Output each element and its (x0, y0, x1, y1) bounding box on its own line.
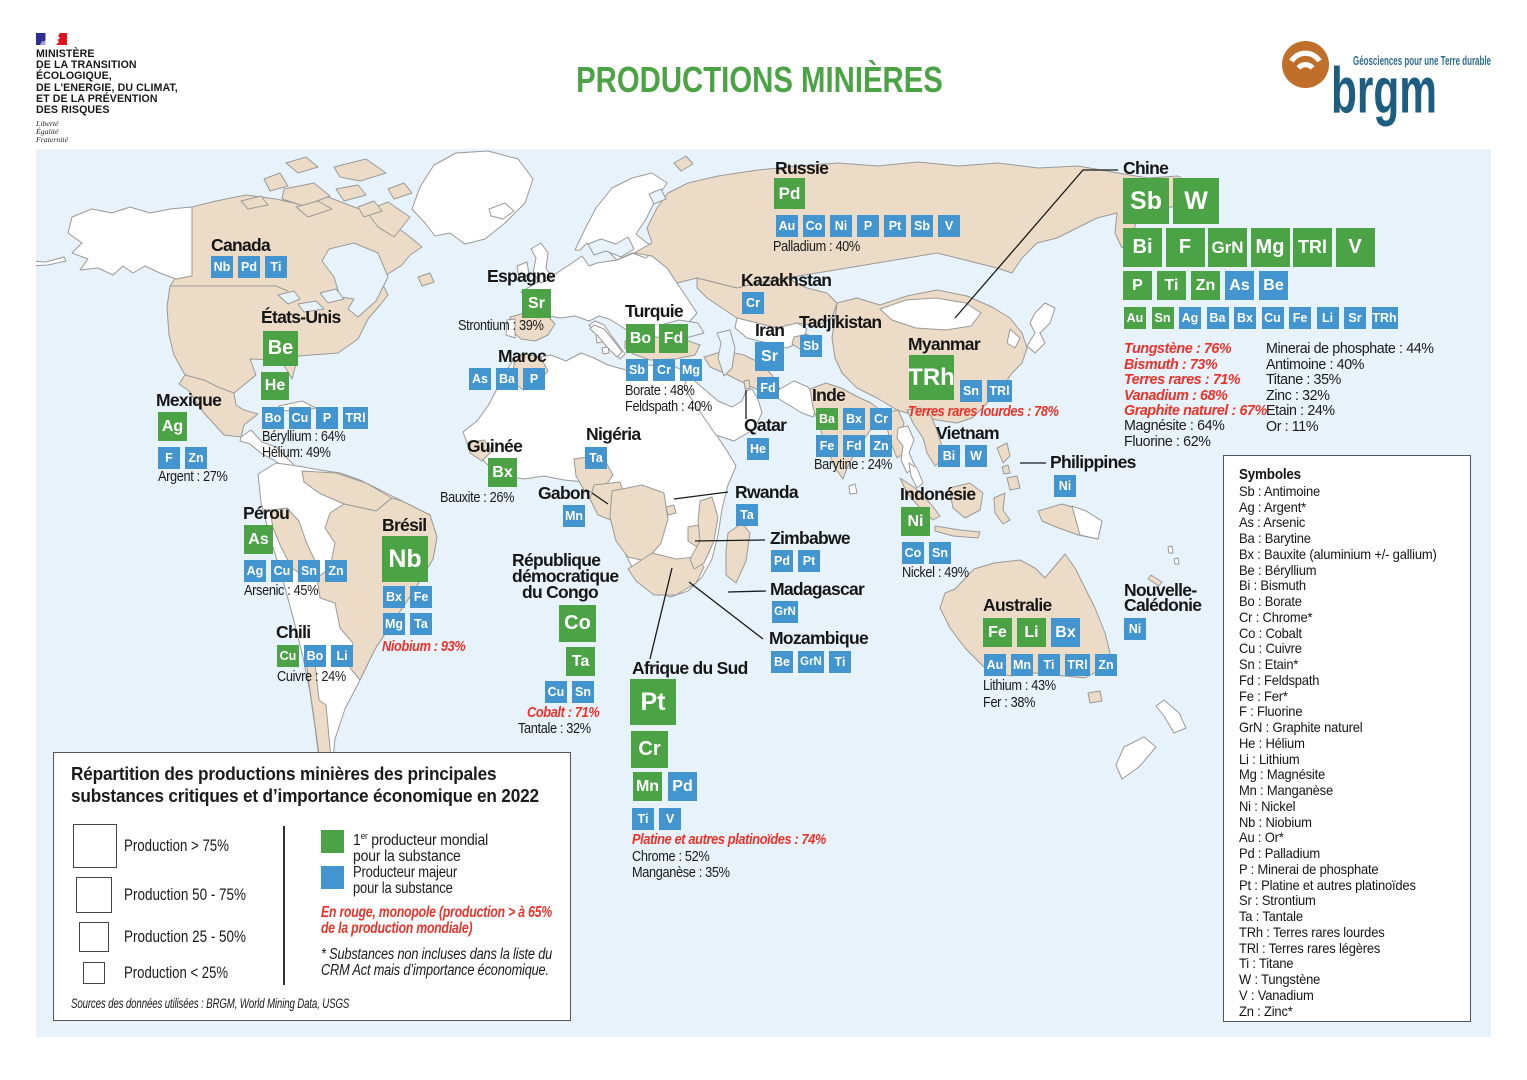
svg-text:brgm: brgm (1331, 54, 1437, 127)
svg-text:Géosciences pour une Terre dur: Géosciences pour une Terre durable (1353, 54, 1491, 68)
